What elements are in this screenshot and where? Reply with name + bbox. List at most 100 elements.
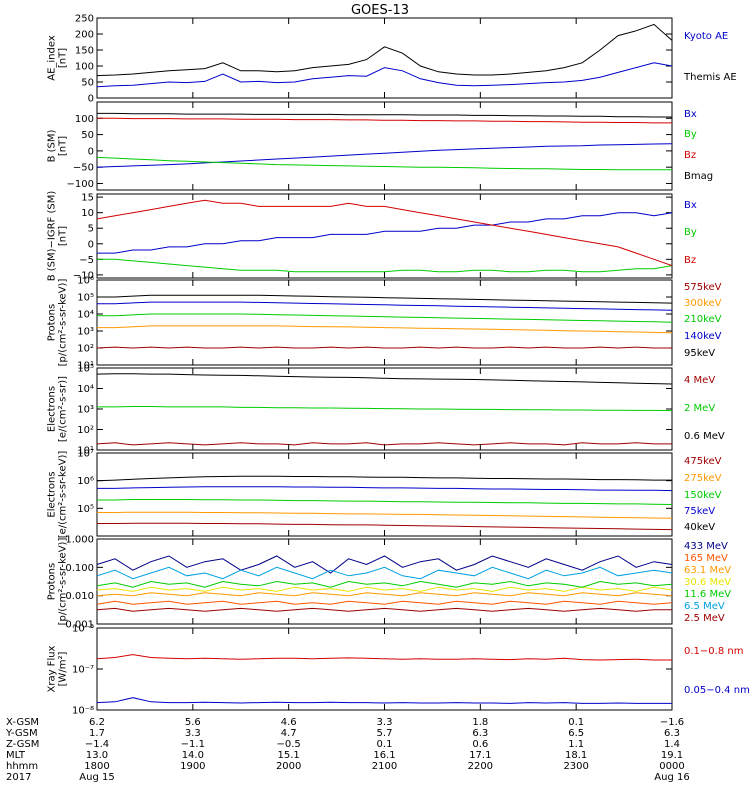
bigrf-ytick-label: 10 [81,208,94,219]
ephem-cell: 6.3 [664,728,680,739]
bigrf-series-1 [97,258,673,273]
ephem-row-label: 2017 [6,772,31,783]
protons_mev-legend-4: 11.6 MeV [684,589,731,600]
xray-series-0 [96,654,672,661]
bigrf-ylabel: B (SM)−IGRF (SM) [47,191,58,282]
bsm-ytick-label: 50 [81,130,94,141]
protons_mev-ylabel: Protons [47,563,58,600]
protons-legend-0: 575keV [684,282,722,293]
bigrf-ytick-label: 5 [88,224,94,235]
ephem-cell: 0.1 [568,717,584,728]
protons_mev-legend-1: 165 MeV [684,553,728,564]
elec_kev-ytick-label: 10⁷ [77,449,94,460]
ephem-cell: 6.3 [472,728,488,739]
bsm-series-2 [97,117,672,124]
elec_mev-series-2 [96,373,673,385]
ephem-cell: 16.1 [373,750,395,761]
protons_mev-ytick-label: 0.100 [65,563,94,574]
ae-legend-0: Kyoto AE [684,31,728,42]
ephem-cell: 6.5 [568,728,584,739]
elec_kev-series-0 [97,522,673,531]
elec_kev-ytick-label: 10⁶ [77,476,94,487]
ephem-cell: 1900 [180,761,205,772]
ephem-cell: 13.0 [86,750,108,761]
ephem-cell: 0000 [659,761,684,772]
xray-ylabel: Xray Flux [47,645,58,692]
xray-series-1 [96,697,672,704]
protons-ytick-label: 10³ [77,327,94,338]
protons_mev-series-0 [96,555,673,574]
ephem-cell: 1.8 [472,717,488,728]
protons-series-1 [97,325,673,334]
ephem-cell: 0.1 [377,739,393,750]
ephem-cell: 1.7 [89,728,105,739]
elec_kev-ylabel: [e/(cm²-s-sr-keV)] [58,451,69,539]
elec_mev-ylabel: [e/(cm²-s-sr)] [58,376,69,442]
protons-legend-4: 95keV [684,348,715,359]
ephem-cell: 1800 [84,761,109,772]
xray-legend-0: 0.1−0.8 nm [684,646,743,657]
protons_mev-ytick-label: 1.000 [65,535,94,546]
xray-frame [96,627,673,711]
bsm-legend-3: Bmag [684,171,713,182]
ae-ytick-label: 100 [75,62,94,73]
bigrf-ylabel: [nT] [58,226,69,246]
elec_mev-ylabel: Electrons [47,386,58,432]
protons-ytick-label: 10¹ [77,361,94,372]
ephem-cell: 2100 [372,761,397,772]
bigrf-ytick-label: 15 [81,193,94,204]
ephem-cell: Aug 15 [79,772,114,783]
ephem-row-label: MLT [6,750,26,761]
xray-ylabel: [W/m²] [58,651,69,686]
ephem-cell: 2000 [276,761,301,772]
ae-frame [96,17,673,99]
ae-ytick-label: 0 [88,94,94,105]
ae-ytick-label: 200 [75,30,94,41]
ephem-cell: 14.0 [182,750,204,761]
ephem-cell: 6.2 [89,717,105,728]
protons_mev-series-3 [96,586,673,592]
bsm-ylabel: [nT] [58,136,69,156]
protons-ylabel: [p/(cm²-s-sr-keV)] [58,279,69,367]
elec_kev-legend-2: 150keV [684,490,722,501]
protons-ytick-label: 10⁴ [77,310,94,321]
elec_kev-series-2 [97,499,673,505]
ephem-cell: 1.1 [568,739,584,750]
ephem-cell: −1.4 [85,739,109,750]
ephem-cell: 4.7 [281,728,297,739]
elec_kev-ylabel: Electrons [47,471,58,517]
protons_mev-legend-2: 63.1 MeV [684,565,731,576]
protons_mev-legend-5: 6.5 MeV [684,601,725,612]
bsm-ylabel: B (SM) [47,129,58,162]
bigrf-series-2 [96,199,673,267]
xray-ytick-label: 10⁻⁸ [72,706,94,717]
plot-title: GOES-13 [351,3,409,18]
bsm-legend-2: Bz [684,150,696,161]
ae-ytick-label: 50 [81,78,94,89]
bsm-ytick-label: 0 [88,146,94,157]
ephem-cell: −1.6 [660,717,684,728]
elec_kev-legend-4: 40keV [684,522,715,533]
protons_mev-series-1 [96,600,673,605]
ephem-cell: −0.5 [277,739,301,750]
ephem-cell: 3.3 [377,717,393,728]
ae-ylabel: [nT] [58,48,69,68]
bsm-ytick-label: −100 [67,179,94,190]
ephem-cell: 1.4 [664,739,680,750]
ephem-cell: 5.6 [185,717,201,728]
xray-ytick-label: 10⁻⁶ [72,624,94,635]
elec_kev-series-1 [97,511,673,519]
ephem-cell: 18.1 [565,750,587,761]
elec_mev-series-1 [97,406,673,412]
bigrf-ytick-label: −10 [73,270,94,281]
protons-series-0 [96,346,672,349]
bsm-series-1 [96,156,672,171]
ephem-row-label: hhmm [6,761,38,772]
ephem-cell: 19.1 [661,750,683,761]
ephem-cell: 3.3 [185,728,201,739]
protons_mev-legend-3: 30.6 MeV [684,577,731,588]
bsm-series-0 [96,143,673,168]
ae-ytick-label: 150 [75,46,94,57]
